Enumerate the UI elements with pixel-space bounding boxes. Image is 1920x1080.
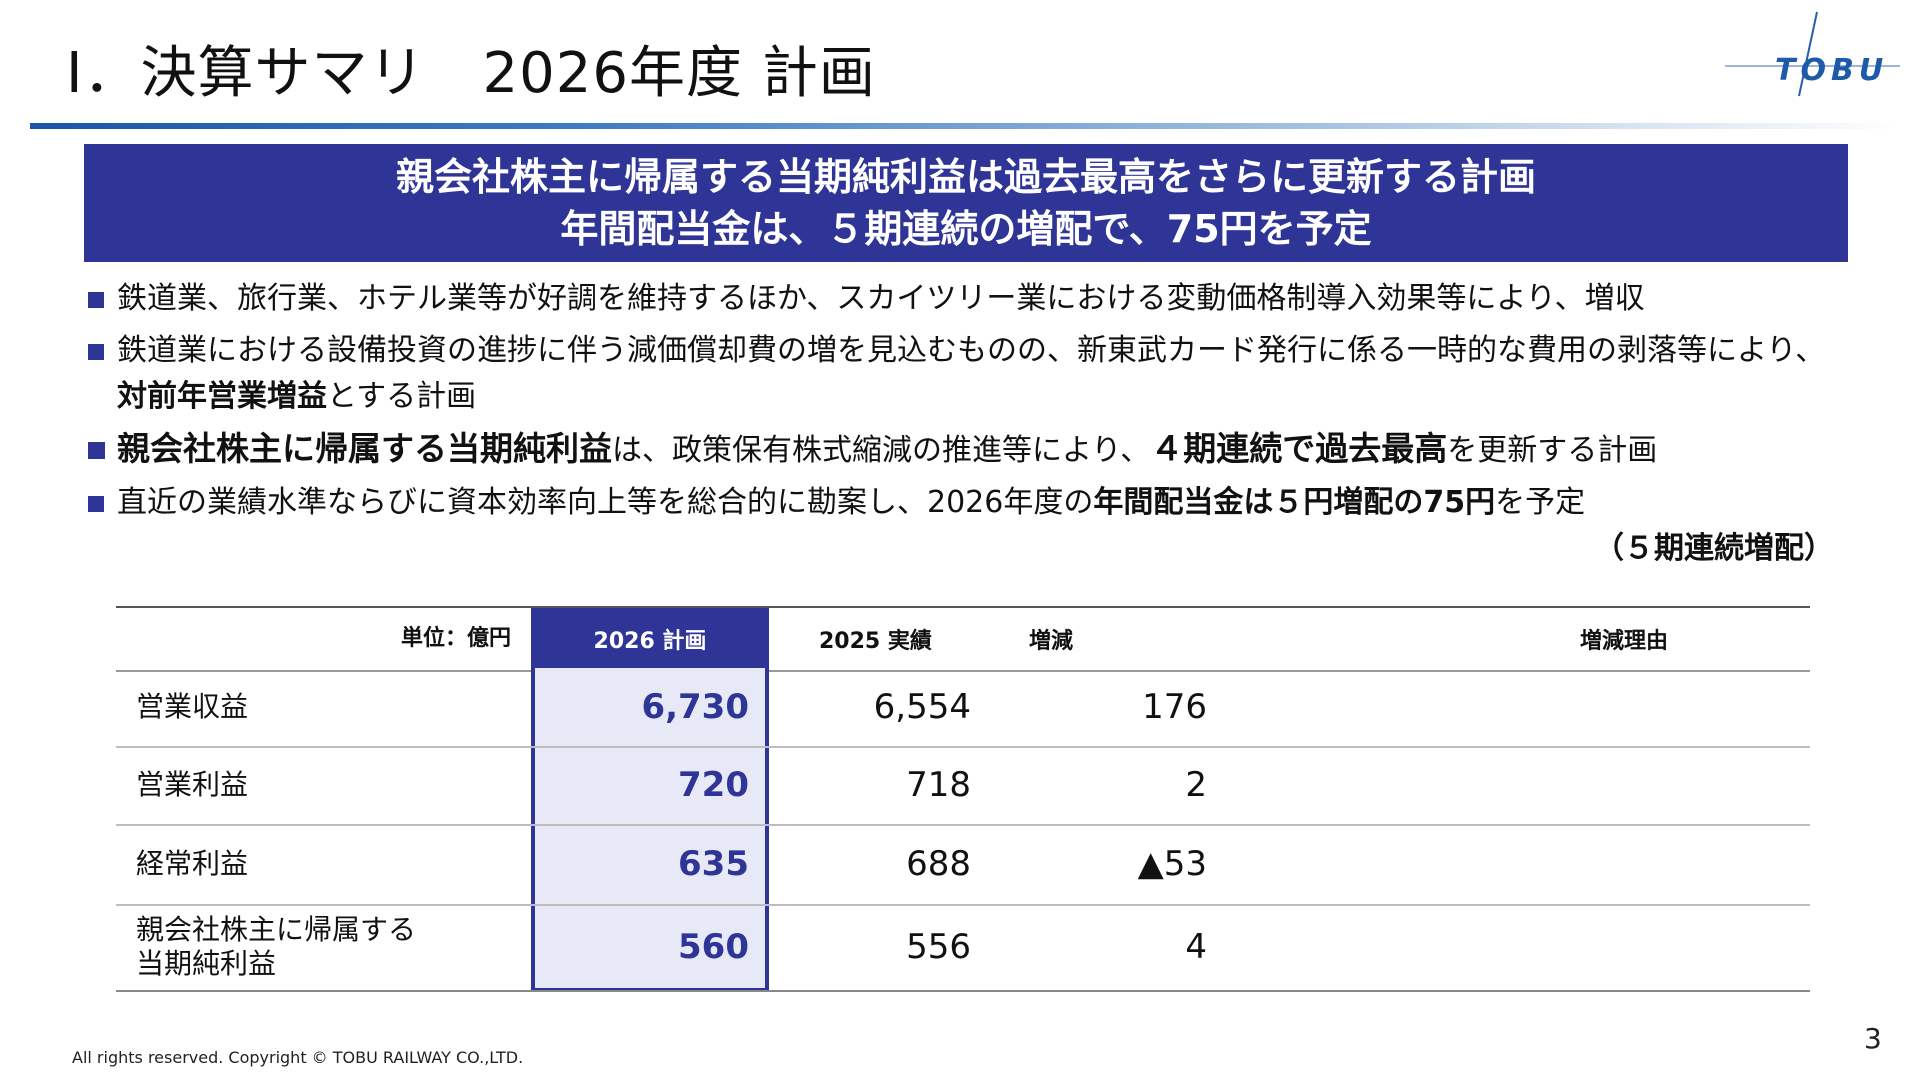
reason-value — [1225, 668, 1810, 746]
table-row: 親会社株主に帰属する 当期純利益 560 556 4 — [116, 904, 1810, 992]
table-row: 経常利益 635 688 ▲53 — [116, 824, 1810, 906]
tobu-logo-mark: TOBU — [1725, 11, 1900, 97]
bullet-note: （５期連続増配） — [1594, 531, 1834, 566]
actual-header: 2025 実績 — [819, 629, 932, 654]
bullet-text: を更新する計画 — [1447, 433, 1658, 468]
diff-value: 176 — [1142, 687, 1207, 727]
row-label: 経常利益 — [136, 847, 249, 880]
bullet-text: は、政策保有株式縮減の推進等により、 — [612, 433, 1151, 468]
row-label: 営業収益 — [136, 690, 249, 723]
plan-column-highlight — [531, 668, 769, 992]
row-label: 営業利益 — [136, 768, 249, 801]
bullet-text: 鉄道業、旅行業、ホテル業等が好調を維持するほか、スカイツリー業における変動価格制… — [117, 281, 1645, 316]
bullet-item: 鉄道業における設備投資の進捗に伴う減価償却費の増を見込むものの、新東武カード発行… — [84, 328, 1844, 420]
square-bullet-icon — [88, 344, 104, 360]
plan-value: 560 — [678, 927, 749, 967]
actual-value: 718 — [906, 765, 971, 805]
reason-header: 増減理由 — [1580, 629, 1669, 654]
square-bullet-icon — [88, 442, 105, 459]
unit-header: 単位：億円 — [400, 626, 511, 651]
plan-value: 635 — [678, 844, 749, 884]
bullet-item: 直近の業績水準ならびに資本効率向上等を総合的に勘案し、2026年度の年間配当金は… — [84, 480, 1844, 572]
tobu-logo: TOBU — [1725, 10, 1900, 110]
diff-header: 増減 — [1029, 629, 1074, 654]
table-row: 営業収益 6,730 6,554 176 — [116, 668, 1810, 748]
bullet-emphasis: 親会社株主に帰属する当期純利益 — [117, 429, 612, 468]
page-number: 3 — [1864, 1022, 1882, 1055]
diff-value: 2 — [1185, 765, 1207, 805]
summary-bullets: 鉄道業、旅行業、ホテル業等が好調を維持するほか、スカイツリー業における変動価格制… — [84, 276, 1844, 578]
reason-value — [1225, 904, 1810, 990]
bullet-emphasis: 対前年営業増益 — [117, 379, 327, 414]
title-underline — [30, 123, 1900, 129]
bullet-item: 親会社株主に帰属する当期純利益は、政策保有株式縮減の推進等により、４期連続で過去… — [84, 426, 1844, 474]
actual-value: 688 — [906, 844, 971, 884]
table-header-row: 単位：億円 2026 計画 2025 実績 増減 増減理由 — [116, 606, 1810, 672]
slide-title: Ⅰ．決算サマリ 2026年度 計画 — [66, 41, 876, 106]
headline-banner: 親会社株主に帰属する当期純利益は過去最高をさらに更新する計画 年間配当金は、５期… — [84, 144, 1848, 262]
diff-value: ▲53 — [1137, 844, 1207, 884]
square-bullet-icon — [88, 496, 104, 512]
banner-line-2: 年間配当金は、５期連続の増配で、75円を予定 — [560, 207, 1372, 251]
logo-text: TOBU — [1775, 53, 1888, 88]
bullet-emphasis: ４期連続で過去最高 — [1150, 429, 1448, 468]
plan-value: 720 — [678, 765, 749, 805]
bullet-text: とする計画 — [327, 379, 477, 414]
diff-value: 4 — [1185, 927, 1207, 967]
bullet-text: 直近の業績水準ならびに資本効率向上等を総合的に勘案し、2026年度の — [117, 485, 1094, 520]
table-row: 営業利益 720 718 2 — [116, 746, 1810, 826]
reason-value — [1225, 824, 1810, 904]
plan-value: 6,730 — [641, 687, 749, 727]
bullet-text: 鉄道業における設備投資の進捗に伴う減価償却費の増を見込むものの、新東武カード発行… — [117, 333, 1826, 368]
plan-header: 2026 計画 — [531, 608, 769, 670]
actual-value: 6,554 — [873, 687, 971, 727]
bullet-text: を予定 — [1495, 485, 1586, 520]
row-label: 親会社株主に帰属する 当期純利益 — [136, 913, 417, 980]
banner-line-1: 親会社株主に帰属する当期純利益は過去最高をさらに更新する計画 — [395, 155, 1536, 199]
copyright-footer: All rights reserved. Copyright © TOBU RA… — [72, 1048, 524, 1067]
bullet-item: 鉄道業、旅行業、ホテル業等が好調を維持するほか、スカイツリー業における変動価格制… — [84, 276, 1844, 322]
square-bullet-icon — [88, 292, 104, 308]
reason-value — [1225, 746, 1810, 824]
actual-value: 556 — [906, 927, 971, 967]
bullet-emphasis: 年間配当金は５円増配の75円 — [1093, 485, 1496, 520]
